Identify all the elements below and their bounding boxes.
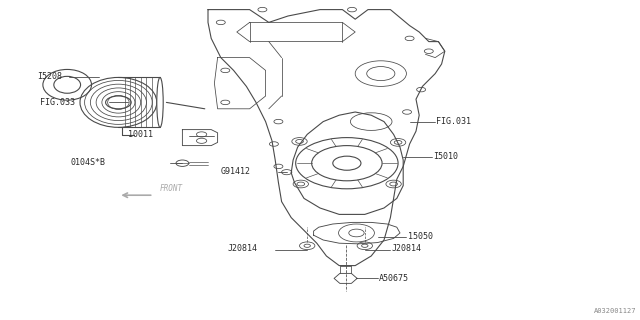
Text: 10011: 10011 <box>128 130 153 139</box>
Text: A50675: A50675 <box>379 274 409 283</box>
Text: A032001127: A032001127 <box>595 308 637 314</box>
Text: FIG.031: FIG.031 <box>436 117 472 126</box>
Ellipse shape <box>157 77 163 127</box>
Text: J20814: J20814 <box>392 244 422 253</box>
Text: 0104S*B: 0104S*B <box>70 158 106 167</box>
Text: 15050: 15050 <box>408 232 433 241</box>
Text: G91412: G91412 <box>221 167 251 176</box>
Text: I5010: I5010 <box>433 152 458 161</box>
Text: I5208: I5208 <box>37 72 62 81</box>
Text: FIG.033: FIG.033 <box>40 98 75 107</box>
Text: FRONT: FRONT <box>160 184 183 193</box>
Text: J20814: J20814 <box>227 244 257 253</box>
